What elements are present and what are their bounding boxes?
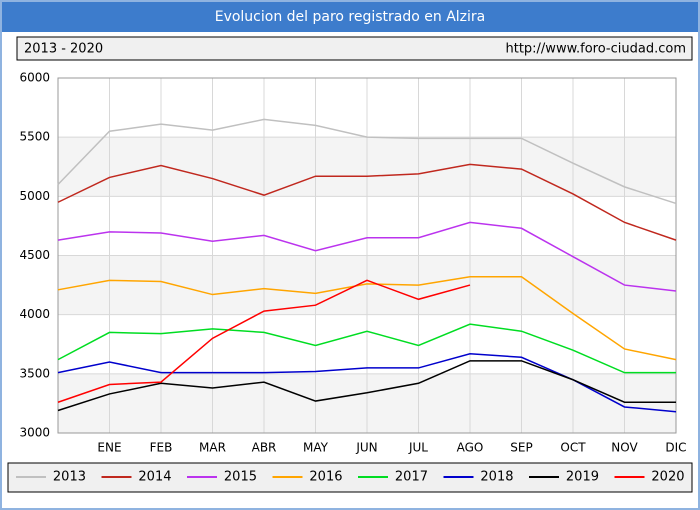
series-line	[57, 360, 676, 412]
series-line	[57, 118, 677, 205]
legend-box	[7, 462, 693, 493]
legend-label: 2015	[224, 470, 257, 485]
y-tick-label: 3000	[19, 426, 50, 440]
y-tick-label: 6000	[19, 71, 50, 85]
x-tick-label: FEB	[150, 441, 173, 455]
x-tick-label: NOV	[611, 441, 638, 455]
x-tick-label: ENE	[97, 441, 121, 455]
source: http://www.foro-ciudad.com	[505, 42, 686, 57]
series-line	[57, 323, 676, 374]
chart-title: Evolucion del paro registrado en Alzira	[215, 9, 486, 25]
series-line	[57, 163, 677, 241]
legend-label: 2017	[395, 470, 428, 485]
header-box	[16, 36, 693, 61]
series-line	[57, 221, 677, 292]
plot-border	[57, 77, 677, 434]
legend-label: 2018	[480, 470, 513, 485]
x-tick-label: MAY	[303, 441, 329, 455]
x-tick-label: AGO	[457, 441, 484, 455]
legend-label: 2014	[138, 470, 171, 485]
x-tick-label: SEP	[510, 441, 532, 455]
y-tick-label: 5500	[19, 130, 50, 144]
y-tick-label: 4000	[19, 307, 50, 321]
legend-label: 2013	[53, 470, 86, 485]
x-tick-label: JUL	[408, 441, 428, 455]
series-line	[57, 279, 471, 403]
x-tick-label: MAR	[199, 441, 226, 455]
y-tick-label: 3500	[19, 366, 50, 380]
y-tick-label: 5000	[19, 189, 50, 203]
title-bar	[2, 2, 698, 32]
x-tick-label: ABR	[252, 441, 277, 455]
x-tick-label: JUN	[355, 441, 377, 455]
y-tick-label: 4500	[19, 248, 50, 262]
series-line	[57, 276, 677, 361]
legend-label: 2020	[651, 470, 684, 485]
subtitle: 2013 - 2020	[24, 42, 103, 57]
x-tick-label: OCT	[560, 441, 586, 455]
legend-label: 2019	[566, 470, 599, 485]
legend-label: 2016	[309, 470, 342, 485]
x-tick-label: DIC	[665, 441, 686, 455]
